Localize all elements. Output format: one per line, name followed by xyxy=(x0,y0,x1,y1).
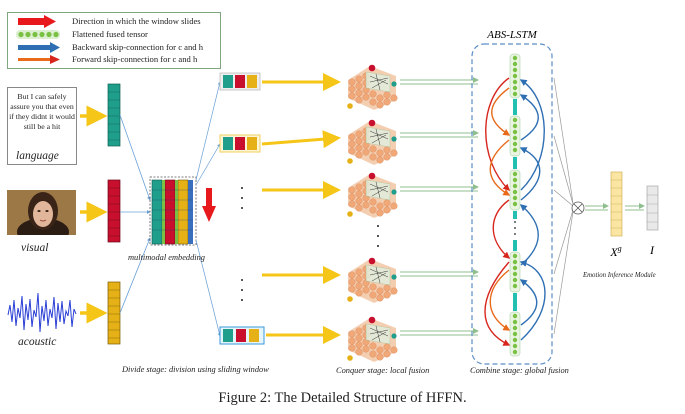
acoustic-waveform xyxy=(7,292,77,333)
acoustic-vector xyxy=(107,281,121,345)
conquer-stage-label: Conquer stage: local fusion xyxy=(336,366,430,375)
divide-stage-label: Divide stage: division using sliding win… xyxy=(122,365,269,374)
language-vector xyxy=(107,83,121,147)
legend-row-slide: Direction in which the window slides xyxy=(14,15,219,28)
xg-label: Xg xyxy=(609,244,621,259)
visual-vector xyxy=(107,179,121,243)
node-to-xg-arrow xyxy=(585,203,609,211)
legend-row-backward: Backward skip-connection for c and h xyxy=(14,41,219,54)
acoustic-label: acoustic xyxy=(18,336,57,348)
i-vector xyxy=(646,185,659,231)
fusion-cube-5 xyxy=(346,316,398,363)
abs-lstm-box xyxy=(471,43,553,365)
fusion-cube-3 xyxy=(346,172,398,219)
xg-label-base: X xyxy=(609,245,618,259)
lstm-cell-3 xyxy=(509,169,521,211)
lstm-to-fusion-lines xyxy=(553,77,574,335)
language-label: language xyxy=(16,150,59,162)
green-dots-icon xyxy=(16,30,60,39)
legend-text-tensor: Flattened fused tensor xyxy=(72,29,148,39)
combine-stage-label: Combine stage: global fusion xyxy=(470,366,569,375)
abs-lstm-title: ABS-LSTM xyxy=(486,29,537,41)
legend-row-forward: Forward skip-connection for c and h xyxy=(14,53,219,66)
fusion-node xyxy=(571,201,585,215)
legend-row-tensor: Flattened fused tensor xyxy=(14,28,219,41)
local-fusion-cubes xyxy=(346,64,398,363)
lstm-cell-1 xyxy=(509,53,521,99)
input-connections xyxy=(119,114,151,314)
visual-label: visual xyxy=(21,242,49,254)
blue-arrow-icon xyxy=(18,42,60,53)
window-1 xyxy=(219,72,261,91)
emotion-inference-module-label: Emotion Inference Module xyxy=(583,272,656,279)
xg-label-sup: g xyxy=(618,244,622,253)
multimodal-embedding xyxy=(149,176,197,246)
lstm-cell-5 xyxy=(509,311,521,357)
visual-face-image xyxy=(7,190,76,235)
xg-to-i-arrow xyxy=(625,203,645,211)
lstm-dots xyxy=(514,221,516,235)
legend-text-forward: Forward skip-connection for c and h xyxy=(72,54,198,64)
fusion-cube-1 xyxy=(346,64,398,111)
slide-direction-arrow xyxy=(202,188,216,222)
window-2 xyxy=(219,134,261,153)
window-n xyxy=(219,326,265,345)
language-quote-box: But I can safely assure you that even if… xyxy=(7,87,77,165)
multimodal-embedding-label: multimodal embedding xyxy=(128,253,205,262)
abs-lstm-column xyxy=(509,53,521,357)
window-fanout xyxy=(195,81,222,337)
window-to-fusion-arrows xyxy=(261,73,341,344)
lstm-teal-links xyxy=(513,99,517,311)
legend-text-backward: Backward skip-connection for c and h xyxy=(72,42,204,52)
window-dots xyxy=(241,187,243,301)
xg-vector xyxy=(610,171,623,237)
legend: Direction in which the window slides Fla… xyxy=(7,12,221,69)
fusion-to-lstm-arrows xyxy=(400,77,479,336)
orange-arrow-icon xyxy=(18,55,60,64)
cube-dots xyxy=(377,225,379,247)
fusion-cube-2 xyxy=(346,119,398,166)
face-photo xyxy=(7,190,76,235)
red-arrow-icon xyxy=(18,15,56,28)
language-quote-text: But I can safely assure you that even if… xyxy=(9,92,75,131)
fusion-cube-4 xyxy=(346,257,398,304)
skip-connections xyxy=(484,77,546,346)
i-label: I xyxy=(649,243,655,257)
lstm-cell-2 xyxy=(509,115,521,157)
legend-text-slide: Direction in which the window slides xyxy=(72,16,201,26)
lstm-cell-4 xyxy=(509,251,521,293)
figure-caption: Figure 2: The Detailed Structure of HFFN… xyxy=(218,390,467,406)
